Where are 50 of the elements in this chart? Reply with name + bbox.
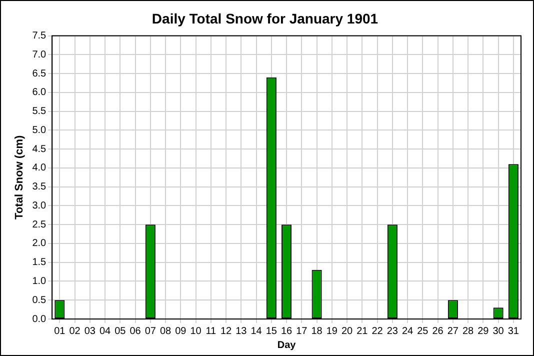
x-tick-label: 16 [280, 326, 293, 337]
x-tick-label: 07 [144, 326, 156, 337]
y-tick-label: 4.0 [32, 162, 47, 174]
x-tick-label: 10 [190, 326, 202, 337]
x-tick-label: 05 [114, 326, 126, 337]
x-tick-label: 29 [478, 326, 490, 337]
chart-title: Daily Total Snow for January 1901 [152, 10, 378, 26]
x-tick-label: 21 [356, 326, 368, 337]
y-tick-label: 6.0 [32, 87, 47, 98]
y-tick-label: 2.5 [32, 219, 47, 230]
y-tick-label: 4.5 [32, 144, 47, 155]
y-axis-title: Total Snow (cm) [14, 135, 26, 220]
y-tick-label: 2.0 [32, 238, 47, 250]
y-tick-label: 0.0 [32, 314, 47, 325]
x-tick-label: 01 [54, 326, 66, 337]
y-tick-label: 0.5 [32, 294, 47, 306]
y-tick-label: 7.0 [32, 49, 47, 60]
x-tick-label: 24 [402, 326, 414, 337]
x-tick-label: 31 [508, 326, 520, 337]
x-tick-label: 03 [84, 326, 96, 337]
y-tick-label: 3.0 [32, 200, 47, 212]
x-tick-label: 09 [175, 326, 187, 337]
x-tick-label: 04 [99, 326, 112, 337]
x-tick-label: 30 [492, 326, 504, 337]
x-tick-label: 11 [206, 326, 217, 337]
y-tick-label: 7.5 [32, 30, 47, 42]
x-tick-label: 26 [432, 326, 444, 337]
x-tick-label: 12 [220, 326, 232, 337]
y-tick-label: 1.5 [32, 257, 47, 268]
x-tick-label: 02 [69, 326, 81, 337]
x-tick-label: 27 [447, 326, 459, 337]
x-tick-label: 20 [341, 326, 354, 337]
x-tick-label: 08 [160, 326, 172, 337]
x-tick-label: 23 [386, 326, 398, 337]
x-tick-label: 13 [236, 326, 248, 337]
x-axis-title: Day [277, 340, 296, 351]
x-tick-label: 22 [372, 326, 384, 337]
x-tick-label: 14 [250, 326, 262, 337]
x-tick-label: 25 [417, 326, 429, 337]
y-tick-label: 1.0 [32, 276, 47, 287]
y-tick-label: 5.0 [32, 124, 47, 136]
x-tick-label: 18 [311, 326, 323, 337]
y-tick-label: 3.5 [32, 182, 47, 193]
x-tick-label: 06 [130, 326, 142, 337]
y-tick-label: 6.5 [32, 68, 47, 80]
x-tick-label: 15 [266, 326, 278, 337]
x-tick-label: 28 [462, 326, 474, 337]
x-tick-label: 17 [296, 326, 308, 337]
x-tick-label: 19 [326, 326, 338, 337]
y-tick-label: 5.5 [32, 106, 47, 118]
